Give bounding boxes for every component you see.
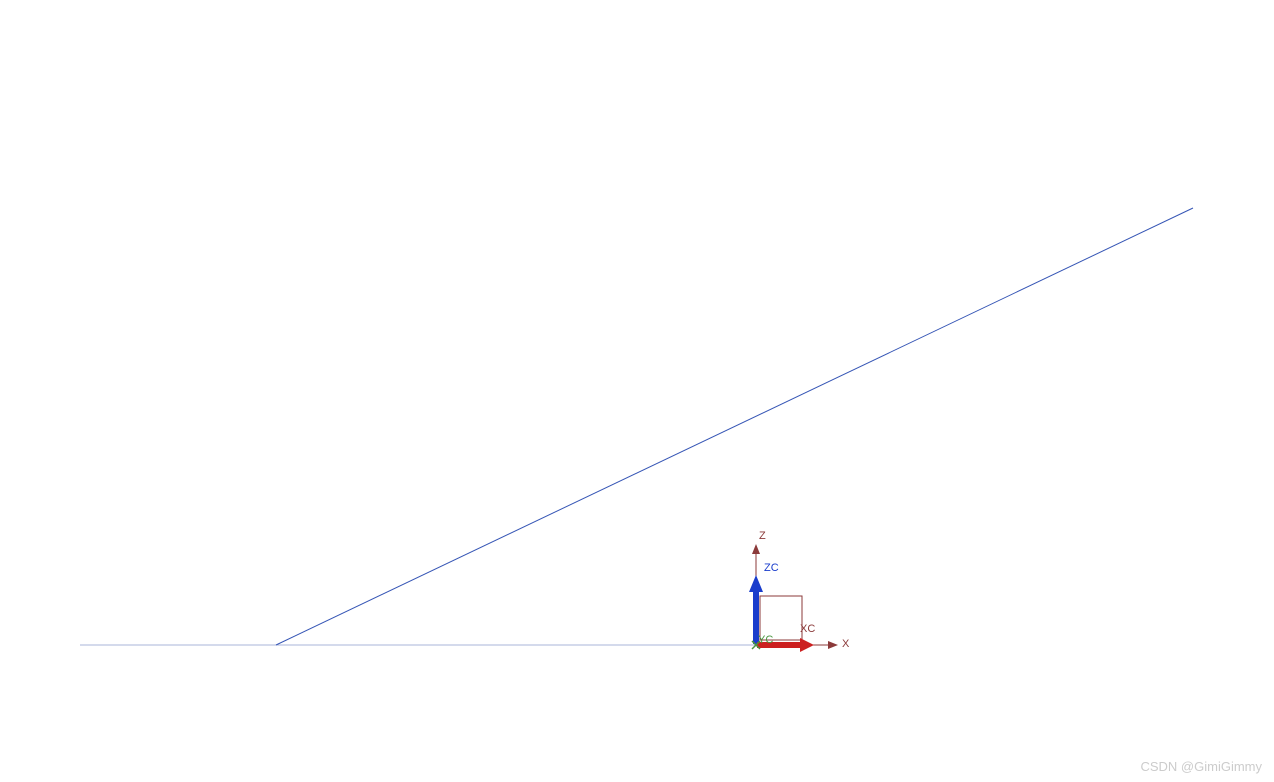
- zc-axis-label: ZC: [764, 562, 779, 574]
- cad-viewport[interactable]: [0, 0, 1274, 782]
- z-axis-label: Z: [759, 530, 766, 542]
- sketch-diagonal-line[interactable]: [276, 208, 1193, 645]
- x-axis-label: X: [842, 638, 849, 650]
- yc-axis-label: YC: [758, 634, 773, 646]
- xc-axis-label: XC: [800, 623, 815, 635]
- watermark-text: CSDN @GimiGimmy: [1140, 759, 1262, 774]
